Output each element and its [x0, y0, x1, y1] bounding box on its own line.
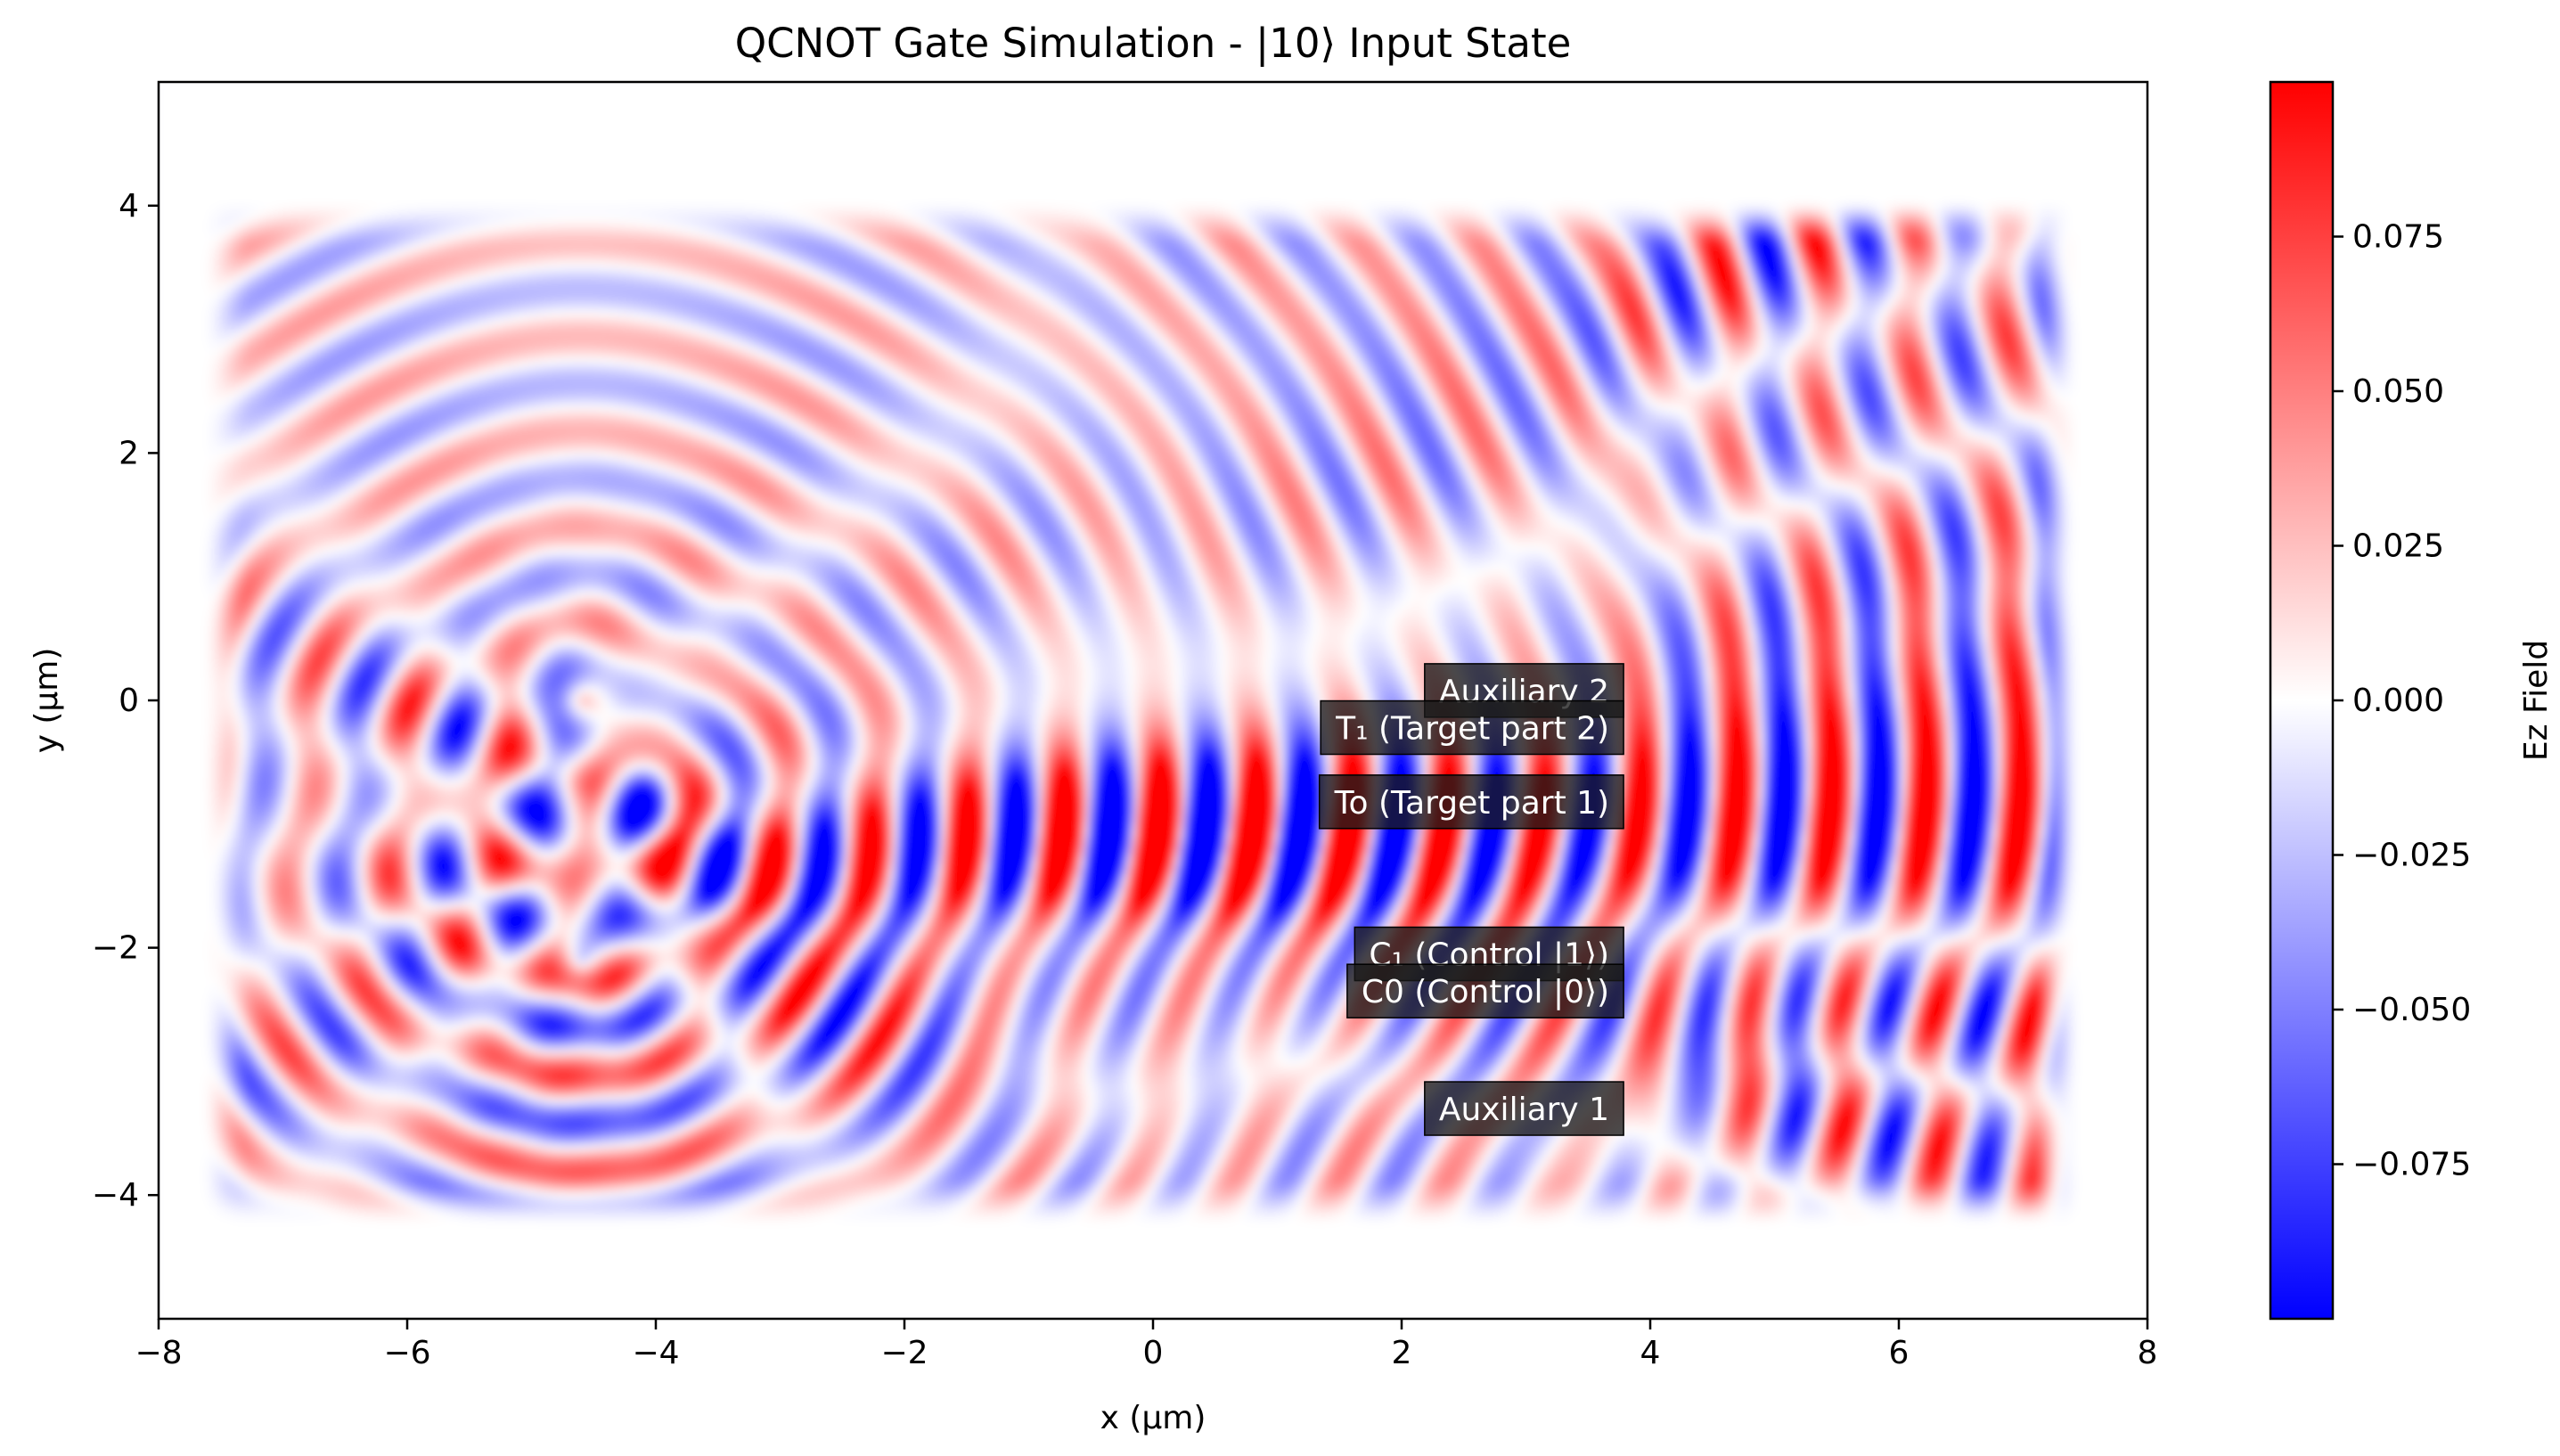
colorbar-label: Ez Field: [2518, 640, 2555, 761]
x-tick-label: −8: [135, 1335, 182, 1371]
x-tick-label: 6: [1889, 1335, 1910, 1371]
colorbar-axis: −0.075 −0.050 −0.025 0.000 0.025 0.050 0.075: [2333, 219, 2471, 1183]
y-axis: −4 −2 0 2 4: [92, 188, 159, 1214]
y-tick-label: 2: [119, 435, 139, 471]
y-tick-label: −4: [92, 1177, 139, 1214]
annotation-box: [1424, 1081, 1624, 1136]
colorbar-tick-label: 0.000: [2352, 683, 2444, 719]
field-heatmap: [159, 82, 2147, 1319]
annotation-label: Auxiliary 1: [1424, 1081, 1624, 1136]
annotation-text: C0 (Control |0⟩): [1362, 974, 1609, 1010]
x-tick-label: −2: [880, 1335, 928, 1371]
x-tick-label: −4: [632, 1335, 679, 1371]
y-tick-label: 0: [119, 683, 139, 719]
colorbar-tick-label: 0.075: [2352, 219, 2444, 256]
y-tick-label: −2: [92, 930, 139, 967]
annotation-text: To (Target part 1): [1334, 785, 1609, 822]
x-tick-label: 8: [2138, 1335, 2158, 1371]
colorbar-tick-label: 0.025: [2352, 528, 2444, 565]
annotation-text: T₁ (Target part 2): [1335, 711, 1609, 748]
annotation-text: Auxiliary 1: [1439, 1092, 1609, 1128]
y-axis-label: y (µm): [29, 648, 65, 754]
annotation-label: To (Target part 1): [1318, 774, 1624, 830]
x-tick-label: 4: [1640, 1335, 1661, 1371]
x-tick-label: 0: [1143, 1335, 1164, 1371]
colorbar-tick-label: −0.025: [2352, 838, 2471, 874]
x-axis-label: x (µm): [1100, 1400, 1206, 1436]
colorbar: [2269, 80, 2335, 1321]
y-tick-label: 4: [119, 188, 139, 225]
chart-title: QCNOT Gate Simulation - |10⟩ Input State: [735, 20, 1572, 67]
colorbar-tick-label: −0.050: [2352, 992, 2471, 1028]
field-image: [159, 82, 2147, 1319]
x-tick-label: −6: [383, 1335, 430, 1371]
colorbar-tick-label: 0.050: [2352, 373, 2444, 410]
annotation-label: C0 (Control |0⟩): [1346, 963, 1624, 1018]
annotations: Auxiliary 2T₁ (Target part 2)To (Target …: [1318, 663, 1624, 1136]
x-tick-label: 2: [1392, 1335, 1412, 1371]
colorbar-tick-label: −0.075: [2352, 1147, 2471, 1183]
annotation-box: [1320, 699, 1624, 756]
x-axis: −8 −6 −4 −2 0 2 4 6 8: [135, 1319, 2157, 1371]
annotation-label: T₁ (Target part 2): [1320, 699, 1624, 756]
annotation-box: [1318, 774, 1624, 830]
annotation-box: [1346, 963, 1624, 1018]
